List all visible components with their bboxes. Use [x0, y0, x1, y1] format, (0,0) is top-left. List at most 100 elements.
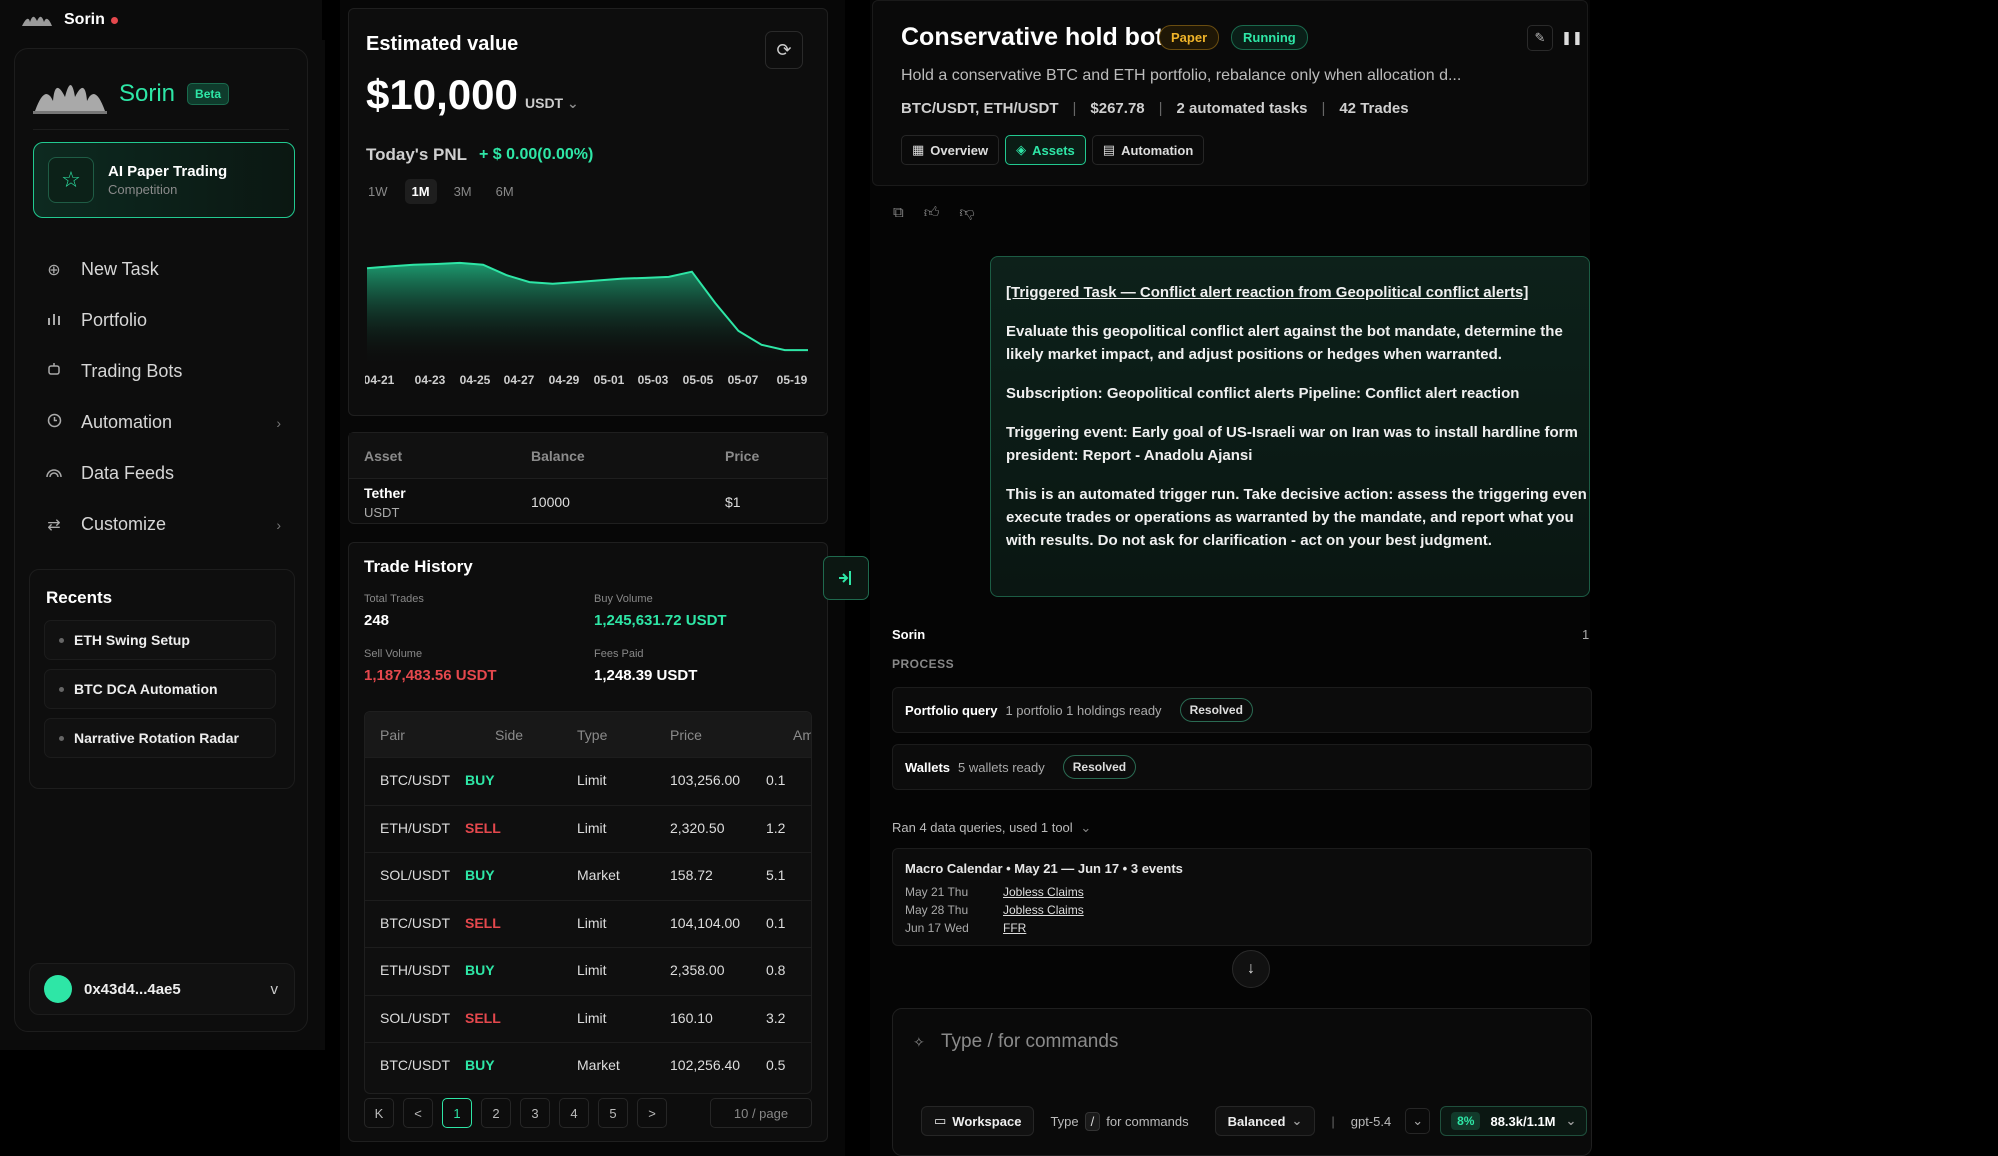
model-select[interactable]: ⌄ [1405, 1108, 1431, 1134]
trade-pair: ETH/USDT [380, 819, 450, 836]
sidebar-item-trading-bots[interactable]: Trading Bots [33, 346, 295, 397]
fees-value: 1,248.39 USDT [594, 667, 698, 684]
trade-price: 2,358.00 [670, 962, 725, 979]
asset-price: $1 [725, 494, 741, 510]
tab-assets[interactable]: ◈ Assets [1005, 135, 1086, 165]
recent-item[interactable]: ETH Swing Setup [44, 620, 276, 660]
separator: | [1321, 100, 1326, 117]
sliders-icon: ⇄ [47, 516, 61, 534]
copy-icon[interactable]: ⧉ [893, 204, 904, 221]
event-date: May 21 Thu [905, 885, 969, 899]
sidebar-item-portfolio[interactable]: Portfolio [33, 295, 295, 346]
process-step-portfolio-query[interactable]: Portfolio query 1 portfolio 1 holdings r… [892, 687, 1592, 733]
table-row[interactable]: BTC/USDT BUY Limit 103,256.00 0.1 [365, 757, 811, 803]
table-row[interactable]: ETH/USDT BUY Limit 2,358.00 0.8 [365, 947, 811, 993]
sidebar-item-automation[interactable]: Automation › [33, 397, 295, 448]
recent-item[interactable]: BTC DCA Automation [44, 669, 276, 709]
wallet-selector[interactable]: 0x43d4...4ae5 v [29, 963, 295, 1015]
process-step-detail: 1 portfolio 1 holdings ready [1005, 702, 1162, 718]
page-1-button[interactable]: 1 [442, 1098, 472, 1128]
sidebar-nav: ⊕ New Task Portfolio Trading Bots Automa… [33, 244, 295, 550]
process-step-wallets[interactable]: Wallets 5 wallets ready Resolved [892, 744, 1592, 790]
context-usage[interactable]: 8% 88.3k/1.1M ⌄ [1440, 1106, 1588, 1136]
pause-button[interactable]: ❚❚ [1559, 25, 1585, 51]
fees-label: Fees Paid [594, 648, 644, 660]
collapse-icon [839, 571, 851, 585]
total-trades-value: 248 [364, 612, 390, 629]
sidebar-logo[interactable]: Sorin Beta [33, 73, 230, 115]
data-queries-toggle[interactable]: Ran 4 data queries, used 1 tool ⌄ [892, 820, 1091, 836]
sidebar-item-new-task[interactable]: ⊕ New Task [33, 244, 295, 295]
prev-page-button[interactable]: < [403, 1098, 433, 1128]
x-tick-label: 04-23 [415, 373, 446, 387]
divider [33, 129, 289, 130]
thumbs-up-icon[interactable]: 👍︎ [923, 204, 940, 221]
page-4-button[interactable]: 4 [559, 1098, 589, 1128]
trade-price: 160.10 [670, 1009, 713, 1026]
sorin-logo-icon [33, 85, 107, 114]
beta-badge: Beta [187, 83, 230, 105]
command-hint: Type / for commands [1050, 1111, 1189, 1131]
command-input[interactable]: Type / for commands [941, 1031, 1119, 1052]
mode-select[interactable]: Balanced ⌄ [1214, 1106, 1316, 1136]
x-tick-label: 05-07 [728, 373, 759, 387]
first-page-button[interactable]: K [364, 1098, 394, 1128]
table-row[interactable]: SOL/USDT BUY Market 158.72 5.1 [365, 852, 811, 898]
usage-tokens: 88.3k/1.1M [1490, 1113, 1556, 1129]
recent-item[interactable]: Narrative Rotation Radar [44, 718, 276, 758]
chart-line [366, 261, 808, 352]
collapse-panel-button[interactable] [823, 556, 869, 600]
assets-table: Asset Balance Price Tether USDT 10000 $1 [348, 432, 828, 524]
trade-type: Limit [577, 819, 607, 836]
tab-overview[interactable]: ▦ Overview [901, 135, 1000, 165]
currency-selector[interactable]: USDT ⌄ [525, 95, 579, 112]
promo-subtitle: Competition [108, 182, 178, 197]
table-row[interactable]: BTC/USDT SELL Limit 104,104.00 0.1 [365, 899, 811, 946]
calendar-event: May 28 Thu Jobless Claims [905, 903, 1084, 917]
calendar-event: Jun 17 Wed FFR [905, 921, 1026, 935]
range-1m[interactable]: 1M [404, 179, 437, 204]
event-link[interactable]: Jobless Claims [1003, 903, 1084, 917]
range-1w[interactable]: 1W [368, 184, 388, 199]
table-row[interactable]: Tether USDT 10000 $1 [349, 479, 827, 525]
edit-button[interactable]: ✎ [1527, 25, 1553, 51]
column-header: Balance [531, 448, 585, 464]
range-6m[interactable]: 6M [495, 184, 514, 199]
page-5-button[interactable]: 5 [598, 1098, 628, 1128]
refresh-button[interactable]: ⟳ [765, 31, 803, 69]
event-link[interactable]: FFR [1003, 921, 1027, 935]
table-row[interactable]: ETH/USDT SELL Limit 2,320.50 1.2 [365, 804, 811, 851]
response-counter: 1 [1582, 627, 1590, 642]
thumbs-down-icon[interactable]: 👎︎ [959, 204, 975, 221]
bot-value: $267.78 [1090, 100, 1145, 117]
scroll-to-bottom-button[interactable]: ↓ [1232, 950, 1270, 988]
calendar-icon: ▤ [1102, 142, 1116, 157]
tab-automation[interactable]: ▤ Automation [1091, 135, 1205, 165]
next-page-button[interactable]: > [637, 1098, 667, 1128]
recent-item-label: ETH Swing Setup [74, 632, 190, 648]
page-size-select[interactable]: 10 / page [710, 1098, 812, 1128]
x-tick-label: 04-29 [549, 373, 580, 387]
chart-area [367, 262, 808, 364]
pause-icon: ❚❚ [1561, 30, 1583, 45]
sorin-logo-icon [22, 16, 52, 26]
column-header: Price [670, 726, 702, 743]
page-3-button[interactable]: 3 [520, 1098, 550, 1128]
ai-paper-trading-promo[interactable]: ☆ AI Paper Trading Competition [33, 142, 295, 218]
page-2-button[interactable]: 2 [481, 1098, 511, 1128]
trade-pair: BTC/USDT [380, 1057, 450, 1074]
table-row[interactable]: SOL/USDT SELL Limit 160.10 3.2 [365, 994, 811, 1041]
workspace-button[interactable]: ▭ Workspace [921, 1106, 1035, 1136]
process-step-detail: 5 wallets ready [958, 759, 1045, 775]
sidebar-item-customize[interactable]: ⇄ Customize › [33, 499, 295, 550]
table-row[interactable]: BTC/USDT BUY Market 102,256.40 0.5 [365, 1042, 811, 1088]
range-selector: 1W 1M 3M 6M [361, 179, 521, 204]
sparkle-icon: ✧ [913, 1034, 925, 1050]
event-link[interactable]: Jobless Claims [1003, 885, 1084, 899]
sidebar-item-label: New Task [81, 259, 159, 279]
separator: | [1072, 100, 1077, 117]
range-3m[interactable]: 3M [453, 184, 472, 199]
trade-side: SELL [465, 819, 501, 836]
trade-amount: 0.5 [766, 1057, 786, 1074]
sidebar-item-data-feeds[interactable]: Data Feeds [33, 448, 295, 499]
